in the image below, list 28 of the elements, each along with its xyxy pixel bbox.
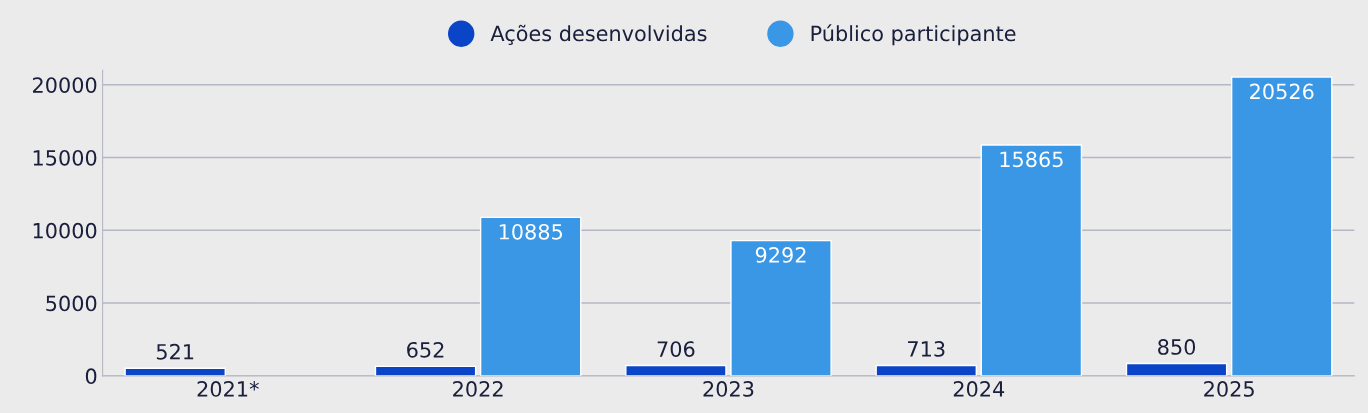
data-label: 652 (407, 341, 444, 358)
x-tick-label: 2021* (197, 381, 259, 397)
y-tick-label: 0 (85, 368, 97, 385)
data-label: 20526 (1250, 83, 1314, 100)
y-tick-label: 20000 (32, 77, 97, 93)
legend-label: Ações desenvolvidas (490, 24, 707, 46)
x-tick-label: 2023 (703, 381, 754, 397)
bar (625, 364, 727, 376)
data-label: 15865 (1000, 151, 1063, 168)
bar (1125, 362, 1228, 376)
data-label: 521 (156, 343, 194, 360)
x-tick-label: 2022 (453, 381, 503, 397)
data-label: 10885 (499, 223, 562, 240)
bar (479, 216, 582, 376)
legend-label: Público participante (811, 24, 1016, 46)
bar (730, 239, 832, 376)
bar (875, 364, 977, 376)
x-tick-label: 2024 (953, 381, 1005, 397)
data-label: 9292 (755, 247, 806, 263)
y-tick-label: 5000 (46, 295, 97, 312)
bar (980, 144, 1083, 376)
bar (1230, 76, 1333, 376)
x-tick-label: 2025 (1204, 381, 1254, 397)
data-label: 706 (657, 341, 695, 357)
y-tick-label: 10000 (33, 222, 97, 239)
y-tick-label: 15000 (33, 149, 97, 166)
data-label: 713 (908, 341, 945, 357)
data-label: 850 (1158, 339, 1196, 355)
